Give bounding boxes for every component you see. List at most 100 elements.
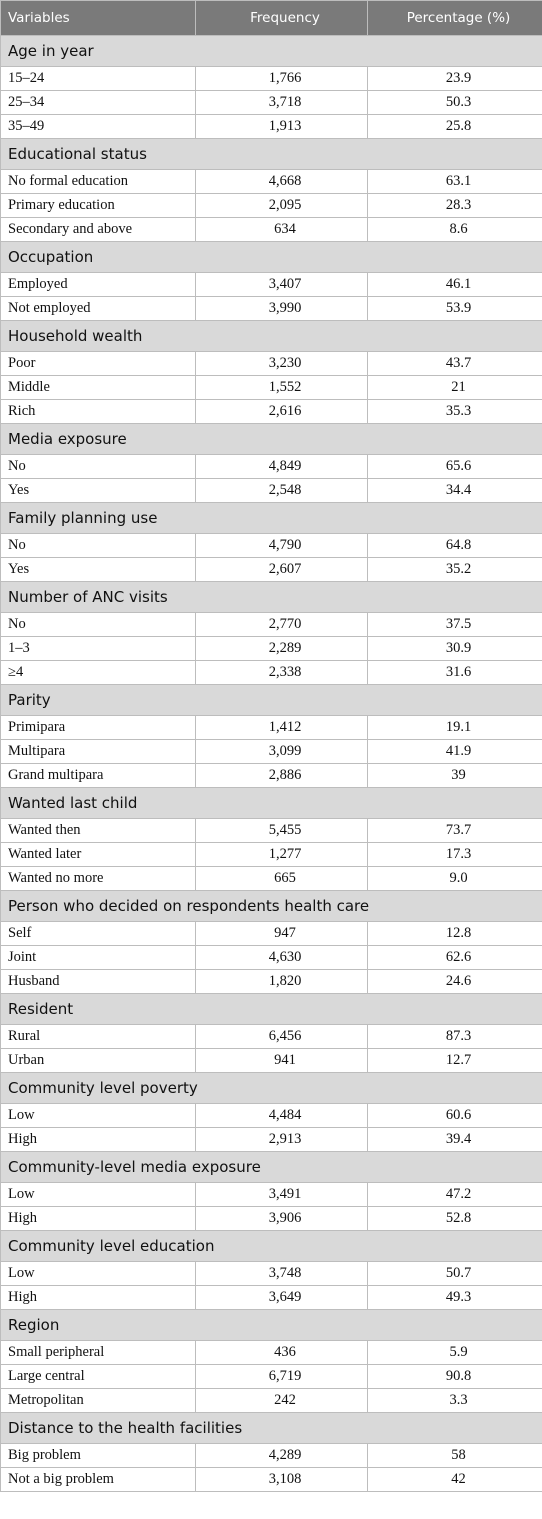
row-label-cell: Metropolitan xyxy=(0,1388,196,1413)
header-variables: Variables xyxy=(0,0,196,36)
table-row: Multipara 3,099 41.9 xyxy=(0,739,542,764)
row-label-cell: No xyxy=(0,533,196,558)
section-title: Region xyxy=(0,1309,542,1341)
table-row: High 2,913 39.4 xyxy=(0,1127,542,1152)
row-label-cell: No xyxy=(0,612,196,637)
frequency-cell: 2,886 xyxy=(195,763,368,788)
row-label-cell: Poor xyxy=(0,351,196,376)
frequency-cell: 1,412 xyxy=(195,715,368,740)
table-header-row: Variables Frequency Percentage (%) xyxy=(0,0,542,36)
row-label-cell: Joint xyxy=(0,945,196,970)
table-row: 1–3 2,289 30.9 xyxy=(0,636,542,661)
frequency-cell: 1,820 xyxy=(195,969,368,994)
percentage-cell: 60.6 xyxy=(367,1103,542,1128)
row-label-cell: Yes xyxy=(0,557,196,582)
section-header-row: Educational status xyxy=(0,138,542,170)
section-title: Community-level media exposure xyxy=(0,1151,542,1183)
table-row: Small peripheral 436 5.9 xyxy=(0,1340,542,1365)
frequency-cell: 3,906 xyxy=(195,1206,368,1231)
table-row: High 3,906 52.8 xyxy=(0,1206,542,1231)
table-row: Rich 2,616 35.3 xyxy=(0,399,542,424)
percentage-cell: 46.1 xyxy=(367,272,542,297)
percentage-cell: 42 xyxy=(367,1467,542,1492)
section-title: Distance to the health facilities xyxy=(0,1412,542,1444)
percentage-cell: 17.3 xyxy=(367,842,542,867)
percentage-cell: 23.9 xyxy=(367,66,542,91)
row-label-cell: Self xyxy=(0,921,196,946)
row-label-cell: Big problem xyxy=(0,1443,196,1468)
section-header-row: Number of ANC visits xyxy=(0,581,542,613)
percentage-cell: 63.1 xyxy=(367,169,542,194)
percentage-cell: 35.3 xyxy=(367,399,542,424)
percentage-cell: 47.2 xyxy=(367,1182,542,1207)
section-header-row: Occupation xyxy=(0,241,542,273)
table-row: Yes 2,607 35.2 xyxy=(0,557,542,582)
percentage-cell: 28.3 xyxy=(367,193,542,218)
frequency-cell: 436 xyxy=(195,1340,368,1365)
section-header-row: Household wealth xyxy=(0,320,542,352)
section-header-row: Region xyxy=(0,1309,542,1341)
row-label-cell: No xyxy=(0,454,196,479)
section-header-row: Age in year xyxy=(0,35,542,67)
row-label-cell: Low xyxy=(0,1182,196,1207)
percentage-cell: 19.1 xyxy=(367,715,542,740)
percentage-cell: 39.4 xyxy=(367,1127,542,1152)
frequency-cell: 5,455 xyxy=(195,818,368,843)
row-label-cell: Urban xyxy=(0,1048,196,1073)
table-row: Not a big problem 3,108 42 xyxy=(0,1467,542,1492)
frequency-cell: 3,230 xyxy=(195,351,368,376)
row-label-cell: Wanted later xyxy=(0,842,196,867)
frequency-cell: 4,484 xyxy=(195,1103,368,1128)
section-header-row: Community level poverty xyxy=(0,1072,542,1104)
section-header-row: Resident xyxy=(0,993,542,1025)
frequency-cell: 4,289 xyxy=(195,1443,368,1468)
table-row: Husband 1,820 24.6 xyxy=(0,969,542,994)
percentage-cell: 35.2 xyxy=(367,557,542,582)
section-title: Age in year xyxy=(0,35,542,67)
section-header-row: Family planning use xyxy=(0,502,542,534)
row-label-cell: ≥4 xyxy=(0,660,196,685)
section-header-row: Person who decided on respondents health… xyxy=(0,890,542,922)
frequency-cell: 3,718 xyxy=(195,90,368,115)
frequency-cell: 1,913 xyxy=(195,114,368,139)
section-title: Number of ANC visits xyxy=(0,581,542,613)
table-row: Rural 6,456 87.3 xyxy=(0,1024,542,1049)
row-label-cell: Yes xyxy=(0,478,196,503)
percentage-cell: 90.8 xyxy=(367,1364,542,1389)
table-row: No 4,849 65.6 xyxy=(0,454,542,479)
table-row: Grand multipara 2,886 39 xyxy=(0,763,542,788)
frequency-cell: 941 xyxy=(195,1048,368,1073)
row-label-cell: Wanted no more xyxy=(0,866,196,891)
table-body: Age in year 15–24 1,766 23.9 25–34 3,718 50.3 3… xyxy=(0,35,542,1492)
frequency-cell: 2,616 xyxy=(195,399,368,424)
section-header-row: Community-level media exposure xyxy=(0,1151,542,1183)
row-label-cell: Wanted then xyxy=(0,818,196,843)
row-label-cell: 1–3 xyxy=(0,636,196,661)
frequency-cell: 6,719 xyxy=(195,1364,368,1389)
row-label-cell: High xyxy=(0,1206,196,1231)
percentage-cell: 50.3 xyxy=(367,90,542,115)
table-row: Big problem 4,289 58 xyxy=(0,1443,542,1468)
frequency-cell: 6,456 xyxy=(195,1024,368,1049)
percentage-cell: 30.9 xyxy=(367,636,542,661)
table-row: Self 947 12.8 xyxy=(0,921,542,946)
table-row: Middle 1,552 21 xyxy=(0,375,542,400)
header-percentage: Percentage (%) xyxy=(367,0,542,36)
row-label-cell: 25–34 xyxy=(0,90,196,115)
section-title: Educational status xyxy=(0,138,542,170)
table-row: Primipara 1,412 19.1 xyxy=(0,715,542,740)
frequency-cell: 2,548 xyxy=(195,478,368,503)
table-row: Poor 3,230 43.7 xyxy=(0,351,542,376)
row-label-cell: Rich xyxy=(0,399,196,424)
row-label-cell: 15–24 xyxy=(0,66,196,91)
percentage-cell: 62.6 xyxy=(367,945,542,970)
percentage-cell: 73.7 xyxy=(367,818,542,843)
frequency-cell: 242 xyxy=(195,1388,368,1413)
row-label-cell: Large central xyxy=(0,1364,196,1389)
frequency-cell: 665 xyxy=(195,866,368,891)
table-row: Urban 941 12.7 xyxy=(0,1048,542,1073)
row-label-cell: Not a big problem xyxy=(0,1467,196,1492)
row-label-cell: Multipara xyxy=(0,739,196,764)
percentage-cell: 5.9 xyxy=(367,1340,542,1365)
